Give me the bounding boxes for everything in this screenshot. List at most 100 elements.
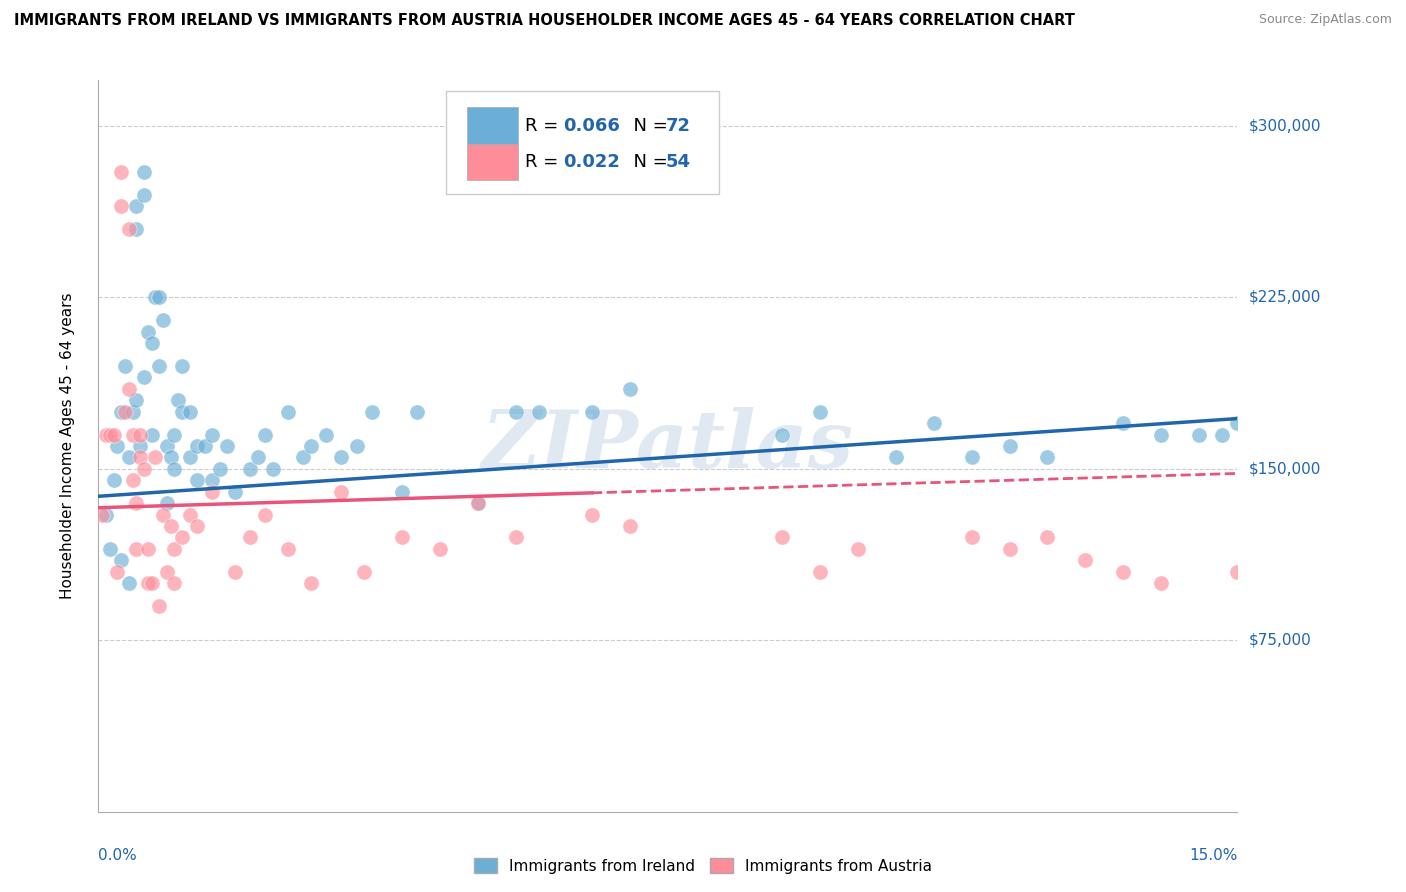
Point [846, 541, 869, 556]
Point [201, 427, 224, 442]
Text: $225,000: $225,000 [1249, 290, 1320, 305]
Point [330, 484, 353, 499]
Point [129, 450, 152, 465]
Point [960, 450, 983, 465]
Point [170, 530, 193, 544]
Text: ZIPatlas: ZIPatlas [482, 408, 853, 484]
Point [132, 187, 155, 202]
Point [330, 450, 353, 465]
Point [156, 496, 179, 510]
Point [194, 439, 217, 453]
Point [527, 405, 550, 419]
Point [141, 336, 163, 351]
Point [998, 541, 1021, 556]
Point [1112, 565, 1135, 579]
Text: 0.0%: 0.0% [98, 848, 138, 863]
Point [141, 427, 163, 442]
Point [156, 439, 179, 453]
FancyBboxPatch shape [446, 91, 718, 194]
Point [186, 439, 208, 453]
Text: IMMIGRANTS FROM IRELAND VS IMMIGRANTS FROM AUSTRIA HOUSEHOLDER INCOME AGES 45 - : IMMIGRANTS FROM IRELAND VS IMMIGRANTS FR… [14, 13, 1076, 29]
Point [391, 530, 413, 544]
Point [208, 462, 231, 476]
Point [125, 496, 148, 510]
Point [170, 405, 193, 419]
Point [581, 405, 603, 419]
Point [163, 462, 186, 476]
Point [315, 427, 337, 442]
Point [125, 541, 148, 556]
Point [770, 427, 793, 442]
Point [292, 450, 315, 465]
Point [1074, 553, 1097, 567]
Point [125, 393, 148, 408]
Point [186, 519, 208, 533]
Point [125, 222, 148, 236]
Point [132, 370, 155, 384]
Point [110, 199, 132, 213]
Point [254, 508, 277, 522]
Point [960, 530, 983, 544]
Text: R =: R = [526, 117, 564, 135]
Point [129, 439, 152, 453]
Point [163, 576, 186, 591]
Point [1226, 416, 1249, 430]
Point [136, 325, 159, 339]
Y-axis label: Householder Income Ages 45 - 64 years: Householder Income Ages 45 - 64 years [60, 293, 75, 599]
Point [217, 439, 239, 453]
Point [429, 541, 451, 556]
Text: N =: N = [623, 117, 673, 135]
Point [148, 359, 170, 373]
Legend: Immigrants from Ireland, Immigrants from Austria: Immigrants from Ireland, Immigrants from… [468, 852, 938, 880]
Point [467, 496, 489, 510]
Point [277, 405, 299, 419]
Point [148, 290, 170, 304]
Point [167, 393, 190, 408]
Point [346, 439, 368, 453]
Text: $300,000: $300,000 [1249, 119, 1320, 134]
Point [103, 473, 125, 487]
Point [121, 405, 143, 419]
Point [239, 462, 262, 476]
Point [159, 519, 181, 533]
Point [129, 427, 152, 442]
Point [156, 565, 179, 579]
Point [114, 359, 136, 373]
Point [391, 484, 413, 499]
Point [619, 519, 641, 533]
Point [121, 427, 143, 442]
Point [136, 576, 159, 591]
Point [277, 541, 299, 556]
FancyBboxPatch shape [467, 107, 517, 144]
Text: 54: 54 [665, 153, 690, 171]
Point [201, 484, 224, 499]
Point [467, 496, 489, 510]
Point [152, 508, 174, 522]
Point [179, 508, 201, 522]
Point [884, 450, 907, 465]
FancyBboxPatch shape [467, 144, 517, 180]
Text: 0.022: 0.022 [562, 153, 620, 171]
Point [254, 427, 277, 442]
Point [125, 199, 148, 213]
Point [808, 405, 831, 419]
Point [224, 484, 246, 499]
Point [1036, 530, 1059, 544]
Point [132, 164, 155, 178]
Point [170, 359, 193, 373]
Point [103, 427, 125, 442]
Point [406, 405, 429, 419]
Text: N =: N = [623, 153, 673, 171]
Text: R =: R = [526, 153, 564, 171]
Point [145, 290, 167, 304]
Point [179, 405, 201, 419]
Point [299, 576, 322, 591]
Point [94, 508, 117, 522]
Text: 72: 72 [665, 117, 690, 135]
Point [148, 599, 170, 613]
Text: Source: ZipAtlas.com: Source: ZipAtlas.com [1258, 13, 1392, 27]
Text: 15.0%: 15.0% [1189, 848, 1237, 863]
Point [107, 439, 129, 453]
Point [1188, 427, 1211, 442]
Point [163, 427, 186, 442]
